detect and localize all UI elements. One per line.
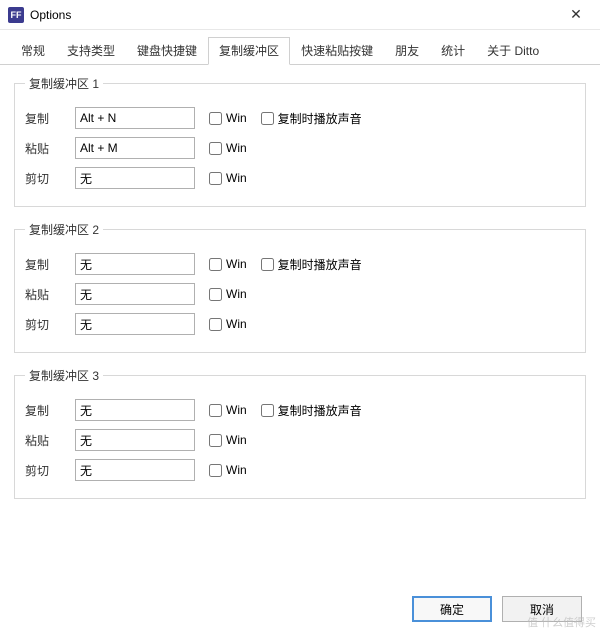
row-cut-1: 剪切 Win: [25, 166, 575, 190]
win-label: Win: [226, 463, 247, 477]
group-buffer-3: 复制缓冲区 3 复制 Win 复制时播放声音 粘贴 Win 剪切 Win: [14, 367, 586, 499]
tab-content: 复制缓冲区 1 复制 Win 复制时播放声音 粘贴 Win 剪切 Win 复制缓…: [0, 65, 600, 499]
win-checkbox-copy-1[interactable]: Win: [209, 111, 247, 125]
tab-hotkeys[interactable]: 键盘快捷键: [126, 37, 208, 65]
cut-label: 剪切: [25, 462, 75, 479]
row-paste-3: 粘贴 Win: [25, 428, 575, 452]
win-label: Win: [226, 141, 247, 155]
row-copy-2: 复制 Win 复制时播放声音: [25, 252, 575, 276]
win-label: Win: [226, 433, 247, 447]
paste-label: 粘贴: [25, 286, 75, 303]
row-copy-1: 复制 Win 复制时播放声音: [25, 106, 575, 130]
paste-input-2[interactable]: [75, 283, 195, 305]
cut-input-1[interactable]: [75, 167, 195, 189]
row-cut-2: 剪切 Win: [25, 312, 575, 336]
window-title: Options: [30, 8, 556, 22]
win-checkbox-paste-3[interactable]: Win: [209, 433, 247, 447]
paste-label: 粘贴: [25, 140, 75, 157]
copy-label: 复制: [25, 110, 75, 127]
row-copy-3: 复制 Win 复制时播放声音: [25, 398, 575, 422]
playsound-checkbox-2[interactable]: 复制时播放声音: [261, 256, 362, 273]
win-label: Win: [226, 317, 247, 331]
tab-copybuffers[interactable]: 复制缓冲区: [208, 37, 290, 65]
win-label: Win: [226, 111, 247, 125]
app-icon: FF: [8, 7, 24, 23]
playsound-label: 复制时播放声音: [278, 110, 362, 127]
copy-label: 复制: [25, 402, 75, 419]
win-label: Win: [226, 287, 247, 301]
paste-input-1[interactable]: [75, 137, 195, 159]
copy-input-2[interactable]: [75, 253, 195, 275]
group-buffer-1: 复制缓冲区 1 复制 Win 复制时播放声音 粘贴 Win 剪切 Win: [14, 75, 586, 207]
tab-friends[interactable]: 朋友: [384, 37, 430, 65]
win-label: Win: [226, 403, 247, 417]
win-label: Win: [226, 257, 247, 271]
group-title-1: 复制缓冲区 1: [25, 75, 103, 92]
paste-input-3[interactable]: [75, 429, 195, 451]
win-checkbox-paste-2[interactable]: Win: [209, 287, 247, 301]
tab-general[interactable]: 常规: [10, 37, 56, 65]
win-checkbox-copy-2[interactable]: Win: [209, 257, 247, 271]
tab-quickpaste[interactable]: 快速粘贴按键: [290, 37, 384, 65]
playsound-label: 复制时播放声音: [278, 402, 362, 419]
win-checkbox-cut-1[interactable]: Win: [209, 171, 247, 185]
win-checkbox-paste-1[interactable]: Win: [209, 141, 247, 155]
cut-label: 剪切: [25, 170, 75, 187]
win-checkbox-cut-3[interactable]: Win: [209, 463, 247, 477]
cut-input-3[interactable]: [75, 459, 195, 481]
win-checkbox-cut-2[interactable]: Win: [209, 317, 247, 331]
group-title-3: 复制缓冲区 3: [25, 367, 103, 384]
group-buffer-2: 复制缓冲区 2 复制 Win 复制时播放声音 粘贴 Win 剪切 Win: [14, 221, 586, 353]
copy-input-1[interactable]: [75, 107, 195, 129]
playsound-label: 复制时播放声音: [278, 256, 362, 273]
tab-about[interactable]: 关于 Ditto: [476, 37, 550, 65]
tab-stats[interactable]: 统计: [430, 37, 476, 65]
tab-strip: 常规 支持类型 键盘快捷键 复制缓冲区 快速粘贴按键 朋友 统计 关于 Ditt…: [0, 30, 600, 65]
row-paste-1: 粘贴 Win: [25, 136, 575, 160]
titlebar: FF Options ✕: [0, 0, 600, 30]
close-icon[interactable]: ✕: [556, 1, 596, 29]
win-checkbox-copy-3[interactable]: Win: [209, 403, 247, 417]
cut-input-2[interactable]: [75, 313, 195, 335]
playsound-checkbox-1[interactable]: 复制时播放声音: [261, 110, 362, 127]
group-title-2: 复制缓冲区 2: [25, 221, 103, 238]
ok-button[interactable]: 确定: [412, 596, 492, 622]
watermark: 值 什么值得买: [523, 612, 600, 632]
tab-types[interactable]: 支持类型: [56, 37, 126, 65]
copy-input-3[interactable]: [75, 399, 195, 421]
row-cut-3: 剪切 Win: [25, 458, 575, 482]
row-paste-2: 粘贴 Win: [25, 282, 575, 306]
paste-label: 粘贴: [25, 432, 75, 449]
copy-label: 复制: [25, 256, 75, 273]
win-label: Win: [226, 171, 247, 185]
playsound-checkbox-3[interactable]: 复制时播放声音: [261, 402, 362, 419]
cut-label: 剪切: [25, 316, 75, 333]
